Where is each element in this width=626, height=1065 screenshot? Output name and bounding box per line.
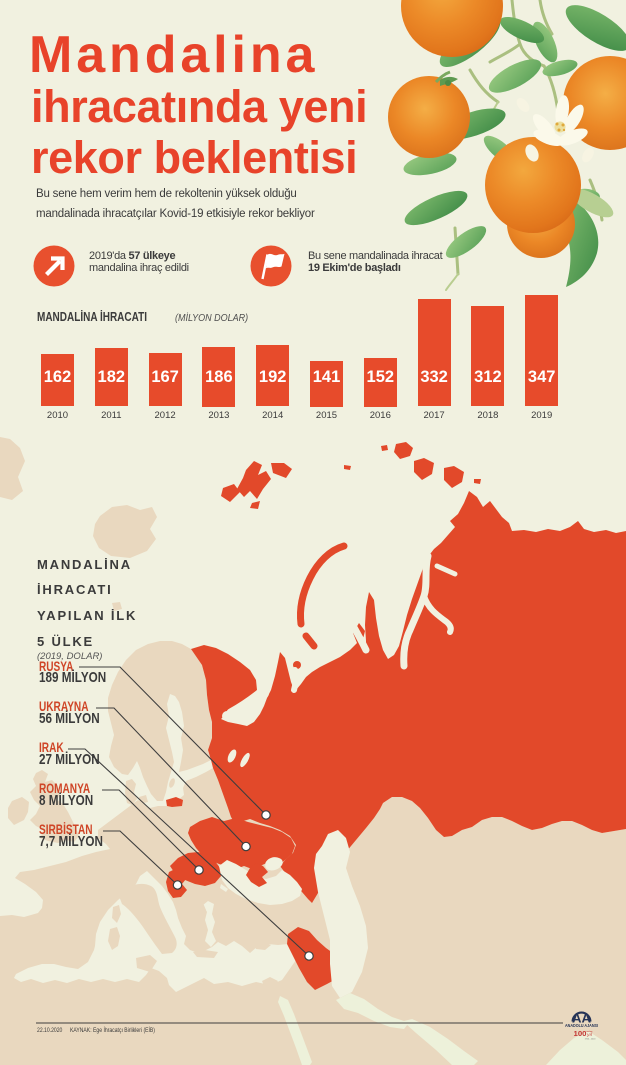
svg-text:1920 - 2020: 1920 - 2020: [585, 1039, 597, 1041]
svg-text:100: 100: [574, 1029, 587, 1038]
svg-text:ANADOLU AJANSI: ANADOLU AJANSI: [565, 1023, 598, 1028]
svg-text:yıl: yıl: [586, 1032, 593, 1038]
svg-text:AA: AA: [572, 1012, 591, 1026]
